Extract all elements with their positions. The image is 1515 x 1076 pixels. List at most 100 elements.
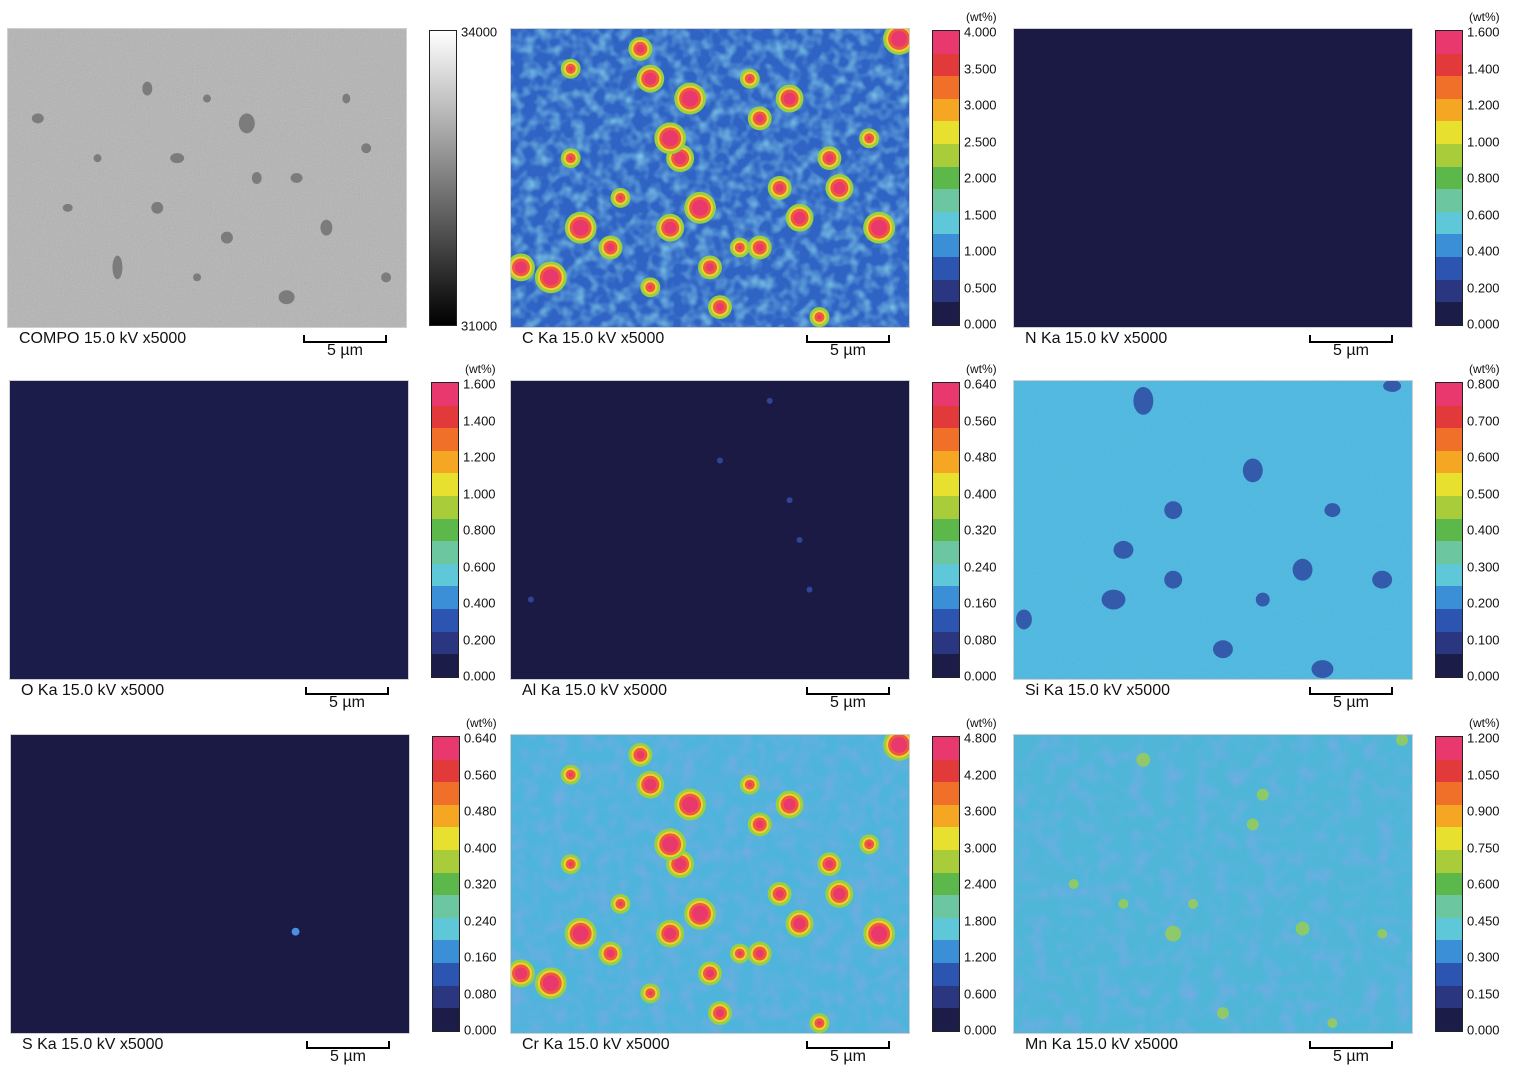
map-panel-cr: (wt%) 4.800 4.200 3.600 3.000 2.400 1.800 1.200… — [510, 716, 1010, 1076]
tick-label: 4.800 — [964, 730, 997, 746]
tick-label: 0.160 — [964, 595, 997, 611]
tick-label: 0.000 — [964, 316, 997, 332]
colorbar-unit: (wt%) — [966, 716, 997, 730]
colorbar — [1435, 736, 1463, 1032]
tick-label: 0.640 — [964, 376, 997, 392]
map-caption: Mn Ka 15.0 kV x5000 — [1025, 1036, 1178, 1053]
scale-label: 5 µm — [329, 694, 365, 711]
tick-label: 4.200 — [964, 767, 997, 782]
colorbar-ticks: 1.600 1.400 1.200 1.000 0.800 0.600 0.400 0.200… — [1467, 25, 1515, 332]
scale-label: 5 µm — [830, 694, 866, 711]
colorbar-unit: (wt%) — [966, 362, 997, 376]
tick-label: 3.000 — [964, 840, 997, 855]
map-caption: Cr Ka 15.0 kV x5000 — [522, 1036, 670, 1053]
tick-label: 34000 — [461, 24, 498, 40]
tick-label: 0.750 — [1467, 840, 1500, 855]
tick-label: 0.900 — [1467, 803, 1500, 819]
tick-label: 0.560 — [464, 767, 497, 782]
map-panel-o: (wt%) 1.600 1.400 1.200 1.000 0.800 0.600 0.400… — [9, 362, 509, 730]
tick-label: 1.400 — [463, 413, 496, 428]
tick-label: 0.150 — [1467, 986, 1500, 1001]
scale-label: 5 µm — [830, 1048, 866, 1065]
tick-label: 0.400 — [1467, 243, 1500, 259]
tick-label: 0.000 — [964, 668, 997, 684]
tick-label: 2.500 — [964, 134, 997, 149]
c-map — [510, 28, 910, 328]
map-panel-si: (wt%) 0.800 0.700 0.600 0.500 0.400 0.300 0.200… — [1013, 362, 1513, 730]
map-panel-s: (wt%) 0.640 0.560 0.480 0.400 0.320 0.240 0.160… — [10, 716, 510, 1076]
scale-bar — [306, 1041, 390, 1049]
colorbar-ticks: 4.800 4.200 3.600 3.000 2.400 1.800 1.200 0.600… — [964, 730, 1020, 1038]
colorbar-unit: (wt%) — [1469, 10, 1500, 24]
map-panel-al: (wt%) 0.640 0.560 0.480 0.400 0.320 0.240 0.160… — [510, 362, 1010, 730]
tick-label: 0.000 — [1467, 668, 1500, 684]
tick-label: 0.700 — [1467, 413, 1500, 428]
tick-label: 3.000 — [964, 97, 997, 113]
tick-label: 0.600 — [1467, 449, 1500, 465]
tick-label: 1.000 — [964, 243, 997, 259]
tick-label: 0.100 — [1467, 632, 1500, 647]
scale-bar — [303, 335, 387, 343]
tick-label: 0.200 — [1467, 280, 1500, 295]
colorbar — [932, 736, 960, 1032]
colorbar-unit: (wt%) — [1469, 362, 1500, 376]
map-caption: Al Ka 15.0 kV x5000 — [522, 682, 667, 699]
tick-label: 0.480 — [464, 803, 497, 819]
mn-map — [1013, 734, 1413, 1034]
tick-label: 1.200 — [463, 449, 496, 465]
map-panel-compo: 34000 31000 COMPO 15.0 kV x5000 5 µm — [7, 24, 507, 378]
map-caption: Si Ka 15.0 kV x5000 — [1025, 682, 1170, 699]
tick-label: 0.000 — [464, 1022, 497, 1038]
scale-label: 5 µm — [830, 342, 866, 359]
map-caption: COMPO 15.0 kV x5000 — [19, 330, 187, 347]
tick-label: 0.200 — [1467, 595, 1500, 611]
tick-label: 0.400 — [464, 840, 497, 855]
scale-bar — [305, 687, 389, 695]
tick-label: 0.300 — [1467, 949, 1500, 965]
map-caption: O Ka 15.0 kV x5000 — [21, 682, 165, 699]
tick-label: 1.600 — [463, 376, 496, 392]
tick-label: 0.560 — [964, 413, 997, 428]
colorbar — [932, 382, 960, 678]
tick-label: 1.000 — [463, 486, 496, 501]
tick-label: 1.200 — [964, 949, 997, 965]
colorbar-ticks: 1.200 1.050 0.900 0.750 0.600 0.450 0.300 0.150… — [1467, 730, 1515, 1038]
compo-image — [7, 28, 407, 328]
scale-bar — [1309, 687, 1393, 695]
s-map — [10, 734, 410, 1034]
colorbar — [431, 382, 459, 678]
tick-label: 0.600 — [463, 559, 496, 574]
tick-label: 0.000 — [463, 668, 496, 684]
tick-label: 0.320 — [464, 876, 497, 892]
tick-label: 0.240 — [964, 559, 997, 574]
tick-label: 1.200 — [1467, 730, 1500, 746]
tick-label: 0.000 — [964, 1022, 997, 1038]
tick-label: 0.500 — [964, 280, 997, 295]
colorbar — [932, 30, 960, 326]
tick-label: 0.600 — [964, 986, 997, 1001]
colorbar-ticks: 0.640 0.560 0.480 0.400 0.320 0.240 0.160 0.080… — [464, 731, 520, 1038]
scale-label: 5 µm — [1333, 1048, 1369, 1065]
scale-bar — [806, 1041, 890, 1049]
tick-label: 1.800 — [964, 913, 997, 928]
colorbar-ticks: 1.600 1.400 1.200 1.000 0.800 0.600 0.400 0.200… — [463, 376, 519, 684]
colorbar-unit: (wt%) — [466, 716, 497, 730]
tick-label: 3.500 — [964, 61, 997, 76]
tick-label: 1.400 — [1467, 61, 1500, 76]
colorbar-unit: (wt%) — [1469, 716, 1500, 730]
tick-label: 1.200 — [1467, 97, 1500, 113]
tick-label: 0.320 — [964, 522, 997, 538]
tick-label: 0.000 — [1467, 1022, 1500, 1038]
scale-label: 5 µm — [330, 1048, 366, 1065]
scale-bar — [1309, 1041, 1393, 1049]
scale-label: 5 µm — [1333, 342, 1369, 359]
tick-label: 3.600 — [964, 803, 997, 819]
tick-label: 0.160 — [464, 949, 497, 965]
scale-bar — [806, 335, 890, 343]
colorbar-unit: (wt%) — [966, 10, 997, 24]
tick-label: 0.600 — [1467, 207, 1500, 222]
al-map — [510, 380, 910, 680]
scale-label: 5 µm — [1333, 694, 1369, 711]
tick-label: 1.000 — [1467, 134, 1500, 149]
tick-label: 0.500 — [1467, 486, 1500, 501]
